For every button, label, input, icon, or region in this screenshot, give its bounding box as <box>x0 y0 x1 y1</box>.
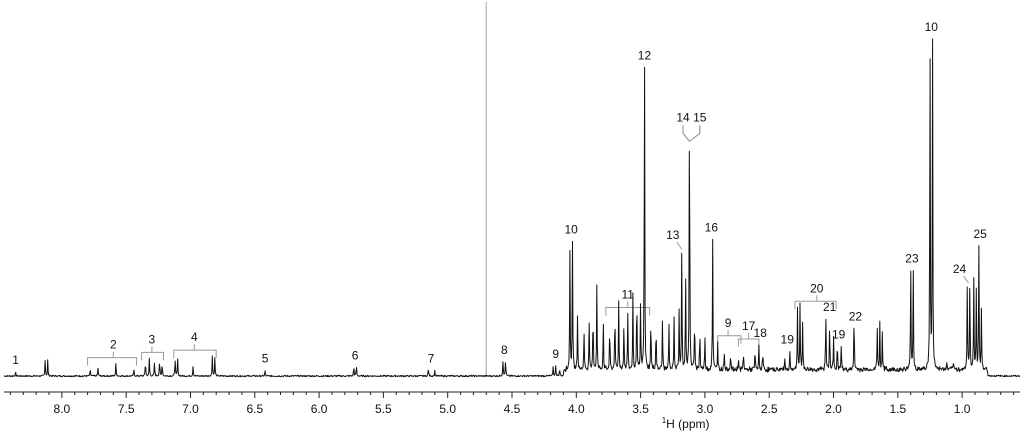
x-tick-label: 4.5 <box>504 402 521 416</box>
spectrum-trace <box>3 38 1021 378</box>
multiplet-bracket <box>717 329 742 344</box>
multiplet-brackets <box>87 125 969 366</box>
peak-label: 18 <box>754 326 768 340</box>
x-tick-label: 7.5 <box>118 402 135 416</box>
multiplet-bracket <box>87 351 137 366</box>
pointer-line <box>963 275 969 284</box>
multiplet-bracket <box>173 344 217 359</box>
peak-label: 19 <box>832 328 846 342</box>
peak-label: 8 <box>501 343 508 357</box>
multiplet-bracket <box>605 301 651 316</box>
peak-label: 4 <box>191 330 198 344</box>
peak-label: 7 <box>428 351 435 365</box>
x-axis-title-superscript: 1 <box>662 416 667 425</box>
x-tick-label: 6.5 <box>246 402 263 416</box>
x-axis-title-text: H (ppm) <box>666 417 709 431</box>
peak-label: 10 <box>564 222 578 236</box>
x-tick-label: 4.0 <box>568 402 585 416</box>
multiplet-bracket <box>737 332 760 347</box>
peak-label: 16 <box>705 220 719 234</box>
peak-label: 9 <box>552 347 559 361</box>
peak-label: 21 <box>823 300 837 314</box>
x-tick-label: 6.0 <box>311 402 328 416</box>
peak-label: 11 <box>622 288 635 302</box>
x-tick-label: 1.5 <box>889 402 906 416</box>
x-axis-title: 1H (ppm) <box>662 416 710 431</box>
peak-label: 12 <box>638 48 652 62</box>
x-tick-label: 5.5 <box>375 402 392 416</box>
peak-label: 14 <box>676 110 690 124</box>
multiplet-bracket <box>794 295 837 310</box>
peak-label: 23 <box>905 251 919 265</box>
peak-label: 20 <box>810 281 824 295</box>
peak-label: 17 <box>742 319 756 333</box>
x-tick-label: 8.0 <box>54 402 71 416</box>
peak-label: 25 <box>973 227 987 241</box>
fork-connector <box>682 125 701 143</box>
x-tick-label: 1.0 <box>954 402 971 416</box>
x-tick-label: 2.0 <box>825 402 842 416</box>
peak-label: 5 <box>262 352 269 366</box>
peak-label: 13 <box>666 228 680 242</box>
peak-label: 2 <box>110 338 117 352</box>
peak-label: 15 <box>693 110 707 124</box>
x-tick-label: 5.0 <box>439 402 456 416</box>
peak-label: 3 <box>149 332 156 346</box>
multiplet-bracket <box>141 346 164 361</box>
x-axis-ticks: 8.0 7.5 7.0 6.5 6.0 5.5 5.0 4.5 4.0 3.5 3.0 2.5 2.0 1… <box>9 392 1015 416</box>
peak-label: 6 <box>352 349 359 363</box>
peak-label: 22 <box>849 309 863 323</box>
x-tick-label: 7.0 <box>182 402 199 416</box>
x-tick-label: 3.0 <box>697 402 714 416</box>
peak-label: 9 <box>725 316 732 330</box>
pointer-line <box>676 241 683 250</box>
peak-label: 19 <box>781 333 795 347</box>
x-tick-label: 3.5 <box>632 402 649 416</box>
peak-label: 10 <box>925 20 939 34</box>
peak-label: 24 <box>953 262 967 276</box>
peak-label: 1 <box>12 353 19 367</box>
x-tick-label: 2.5 <box>761 402 778 416</box>
fork-connector <box>682 125 701 143</box>
